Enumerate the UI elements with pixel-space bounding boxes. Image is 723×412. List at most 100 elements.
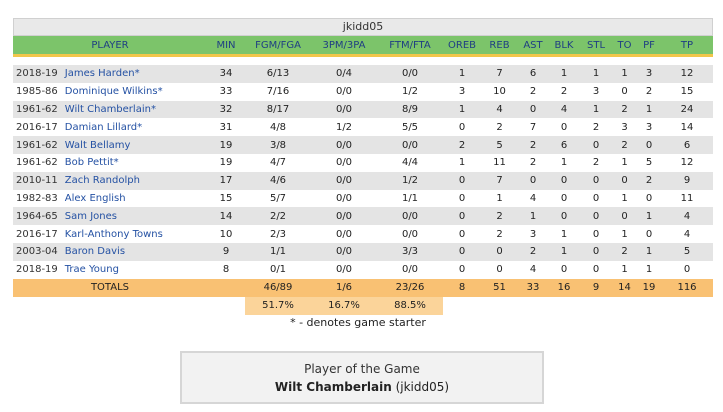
table-row: 1961-62 Bob Pettit* 19 4/7 0/0 4/4 1 11 2 1 2 1 5 12 xyxy=(13,153,713,172)
stat-oreb: 2 xyxy=(443,136,481,154)
table-row: 1961-62 Wilt Chamberlain* 32 8/17 0/0 8/9 1 4 0 4… xyxy=(13,100,713,119)
stat-ast: 2 xyxy=(518,153,548,172)
stat-stl: 3 xyxy=(580,82,612,101)
stat-reb: 2 xyxy=(481,207,518,226)
stat-tp: 4 xyxy=(661,225,713,243)
percentages-row: 51.7% 16.7% 88.5% xyxy=(13,296,713,315)
stat-oreb: 1 xyxy=(443,153,481,172)
stat-blk: 1 xyxy=(548,153,580,172)
stat-min: 9 xyxy=(207,242,245,261)
stat-ast: 7 xyxy=(518,118,548,137)
player-name-link[interactable]: James Harden* xyxy=(64,68,140,80)
table-row: 2016-17 Damian Lillard* 31 4/8 1/2 5/5 0 2 7 0 2 3 3… xyxy=(13,118,713,137)
table-row: 2018-19 Trae Young 8 0/1 0/0 0/0 0 0 4 0 0 1 1 0 xyxy=(13,260,713,279)
stat-3p: 0/0 xyxy=(311,260,377,279)
stat-stl: 0 xyxy=(580,171,612,190)
table-row: 2018-19 James Harden* 34 6/13 0/4 0/0 1 7 6 1 1 1 3 1… xyxy=(13,65,713,83)
stat-blk: 4 xyxy=(548,100,580,119)
player-name-link[interactable]: Bob Pettit* xyxy=(64,157,119,169)
col-header-min[interactable]: MIN xyxy=(207,36,245,57)
table-row: 1985-86 Dominique Wilkins* 33 7/16 0/0 1/2 3 10… xyxy=(13,82,713,101)
stat-blk: 0 xyxy=(548,260,580,279)
player-cell: 2003-04 Baron Davis xyxy=(13,242,207,261)
stat-reb: 7 xyxy=(481,171,518,190)
player-name-link[interactable]: Damian Lillard* xyxy=(64,121,143,133)
stat-tp: 6 xyxy=(661,136,713,154)
player-cell: 2016-17 Damian Lillard* xyxy=(13,118,207,137)
stat-to: 2 xyxy=(612,136,637,154)
player-name-link[interactable]: Dominique Wilkins* xyxy=(64,86,163,98)
col-header-ast[interactable]: AST xyxy=(518,36,548,57)
stat-tp: 0 xyxy=(661,260,713,279)
stat-3p: 0/0 xyxy=(311,153,377,172)
totals-reb: 51 xyxy=(481,278,518,297)
totals-row: TOTALS 46/89 1/6 23/26 8 51 33 16 9 14 1… xyxy=(13,278,713,297)
totals-min xyxy=(207,278,245,297)
col-header-oreb[interactable]: OREB xyxy=(443,36,481,57)
stat-tp: 15 xyxy=(661,82,713,101)
player-name-link[interactable]: Baron Davis xyxy=(64,246,126,258)
stat-blk: 0 xyxy=(548,118,580,137)
col-header-blk[interactable]: BLK xyxy=(548,36,580,57)
stat-min: 31 xyxy=(207,118,245,137)
col-header-tp[interactable]: TP xyxy=(661,36,713,57)
player-name-link[interactable]: Zach Randolph xyxy=(64,175,140,187)
col-header-stl[interactable]: STL xyxy=(580,36,612,57)
col-header-ft[interactable]: FTM/FTA xyxy=(377,36,443,57)
stat-reb: 1 xyxy=(481,189,518,208)
player-cell: 1964-65 Sam Jones xyxy=(13,207,207,226)
stat-ft: 0/0 xyxy=(377,260,443,279)
stat-pf: 2 xyxy=(637,82,661,101)
stat-stl: 0 xyxy=(580,189,612,208)
table-row: 2016-17 Karl-Anthony Towns 10 2/3 0/0 0/0 0 2 3 1… xyxy=(13,225,713,243)
potg-player-name[interactable]: Wilt Chamberlain xyxy=(274,380,392,394)
box-score-header: jkidd05 xyxy=(13,18,713,36)
stat-tp: 4 xyxy=(661,207,713,226)
totals-blk: 16 xyxy=(548,278,580,297)
col-header-3p[interactable]: 3PM/3PA xyxy=(311,36,377,57)
stat-ft: 1/2 xyxy=(377,82,443,101)
table-row: 1961-62 Walt Bellamy 19 3/8 0/0 0/0 2 5 2 6 0 2 0 6 xyxy=(13,136,713,154)
player-name-link[interactable]: Trae Young xyxy=(64,264,119,276)
stat-ft: 8/9 xyxy=(377,100,443,119)
stat-tp: 24 xyxy=(661,100,713,119)
stat-stl: 0 xyxy=(580,260,612,279)
stat-fg: 6/13 xyxy=(245,65,311,83)
stat-ast: 6 xyxy=(518,65,548,83)
stat-3p: 0/0 xyxy=(311,242,377,261)
col-header-fg[interactable]: FGM/FGA xyxy=(245,36,311,57)
stat-stl: 0 xyxy=(580,207,612,226)
season-label: 1961-62 xyxy=(16,157,58,169)
stat-min: 10 xyxy=(207,225,245,243)
col-header-reb[interactable]: REB xyxy=(481,36,518,57)
fg-percentage: 51.7% xyxy=(245,296,311,315)
player-name-link[interactable]: Walt Bellamy xyxy=(64,139,131,151)
stat-oreb: 1 xyxy=(443,65,481,83)
stat-oreb: 0 xyxy=(443,242,481,261)
stat-fg: 0/1 xyxy=(245,260,311,279)
ft-percentage: 88.5% xyxy=(377,296,443,315)
col-header-player[interactable]: PLAYER xyxy=(13,36,207,57)
stat-to: 3 xyxy=(612,118,637,137)
season-label: 2016-17 xyxy=(16,228,58,240)
player-name-link[interactable]: Alex English xyxy=(64,192,126,204)
stat-to: 2 xyxy=(612,242,637,261)
stat-pf: 2 xyxy=(637,171,661,190)
stat-stl: 1 xyxy=(580,65,612,83)
col-header-to[interactable]: TO xyxy=(612,36,637,57)
stat-3p: 1/2 xyxy=(311,118,377,137)
player-name-link[interactable]: Sam Jones xyxy=(64,210,117,222)
stat-pf: 1 xyxy=(637,242,661,261)
stat-3p: 0/0 xyxy=(311,225,377,243)
season-label: 2003-04 xyxy=(16,246,58,258)
totals-oreb: 8 xyxy=(443,278,481,297)
col-header-pf[interactable]: PF xyxy=(637,36,661,57)
player-name-link[interactable]: Karl-Anthony Towns xyxy=(64,228,163,240)
stat-blk: 0 xyxy=(548,207,580,226)
table-row: 1964-65 Sam Jones 14 2/2 0/0 0/0 0 2 1 0 0 0 1 4 xyxy=(13,207,713,226)
season-label: 2018-19 xyxy=(16,264,58,276)
stat-oreb: 0 xyxy=(443,171,481,190)
player-name-link[interactable]: Wilt Chamberlain* xyxy=(64,103,156,115)
stat-stl: 0 xyxy=(580,242,612,261)
totals-tp: 116 xyxy=(661,278,713,297)
